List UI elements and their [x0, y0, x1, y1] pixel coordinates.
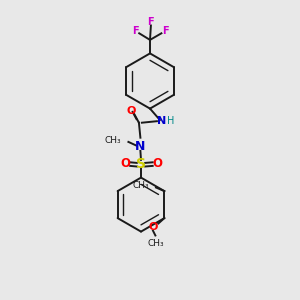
Text: H: H	[167, 116, 174, 126]
Text: O: O	[120, 157, 130, 170]
Text: O: O	[148, 222, 158, 232]
Text: F: F	[132, 26, 139, 37]
Text: CH₃: CH₃	[133, 181, 149, 190]
Text: CH₃: CH₃	[104, 136, 121, 145]
Text: F: F	[148, 17, 154, 27]
Text: S: S	[136, 157, 146, 171]
Text: O: O	[127, 106, 136, 116]
Text: N: N	[135, 140, 146, 153]
Text: CH₃: CH₃	[147, 238, 164, 247]
Text: F: F	[162, 26, 168, 37]
Text: O: O	[152, 157, 163, 170]
Text: N: N	[157, 116, 166, 126]
